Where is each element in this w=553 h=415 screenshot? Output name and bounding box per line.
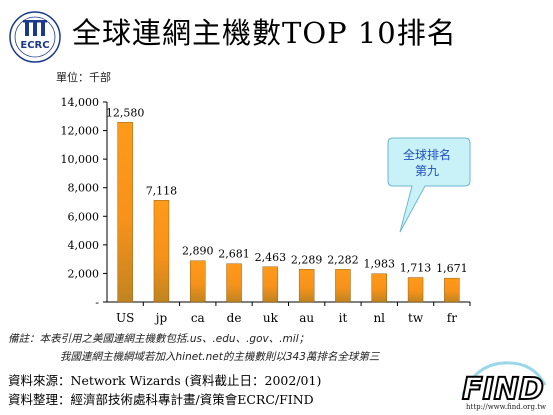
x-tick-label: uk [263,311,279,325]
bar-it [335,269,351,303]
find-url: http://www.find.org.tw [466,403,547,411]
bar-au [298,269,315,303]
bar-tw [407,277,424,303]
ecrc-logo: ECRC [9,11,61,63]
value-label: 12,580 [106,106,145,119]
y-tick-label: 2,000 [68,267,100,280]
callout-line-2: 第九 [414,164,439,178]
callout-line-1: 全球排名 [402,148,451,162]
bar-jp [153,200,170,303]
y-tick-label: 4,000 [68,239,100,252]
value-label: 1,671 [436,262,468,275]
x-tick-label: it [339,311,348,325]
source-line: 資料來源：Network Wizards (資料截止日：2002/01) [8,373,322,388]
y-tick-label: 10,000 [61,153,100,166]
x-tick-label: tw [408,311,424,325]
compiler-line: 資料整理：經濟部技術處科專計畫/資策會ECRC/FIND [8,392,314,407]
value-label: 2,289 [291,253,323,266]
note-line-1: 備註：本表引用之美國連網主機數包括.us、.edu、.gov、.mil； [8,333,310,345]
bar-ca [190,260,206,303]
x-tick-label: au [299,311,314,325]
value-label: 2,681 [218,248,250,261]
callout-text: 全球排名 第九 [382,147,472,179]
y-tick-label: 6,000 [68,210,100,223]
find-logo: FIND [461,361,547,408]
find-logo-text: FIND [462,372,544,407]
unit-label: 單位：千部 [56,71,111,84]
x-tick-label: ca [191,311,205,325]
value-label: 2,463 [255,251,287,264]
callout-bubble [387,137,471,233]
value-label: 2,282 [327,253,359,266]
x-tick-label: nl [373,311,385,325]
ecrc-logo-text: ECRC [20,40,49,51]
bar-uk [262,266,279,303]
value-label: 7,118 [146,184,178,197]
bar-fr [444,277,460,303]
bar-US [117,122,133,303]
x-tick-label: fr [447,311,457,325]
y-tick-label: 12,000 [61,125,100,138]
value-label: 2,890 [182,245,214,258]
y-tick-label: - [95,296,99,309]
x-tick-label: de [227,311,242,325]
value-label: 1,713 [400,262,432,275]
note-line-2: 我國連網主機網域若加入hinet.net的主機數則以343萬排名全球第三 [60,351,380,363]
page-title: 全球連網主機數TOP 10排名 [72,16,457,50]
x-tick-label: US [116,311,134,325]
x-tick-label: jp [154,311,168,325]
y-tick-label: 8,000 [68,182,100,195]
value-label: 1,983 [364,258,396,271]
bar-de [226,263,242,303]
bar-nl [371,273,387,303]
y-tick-label: 14,000 [61,96,100,109]
